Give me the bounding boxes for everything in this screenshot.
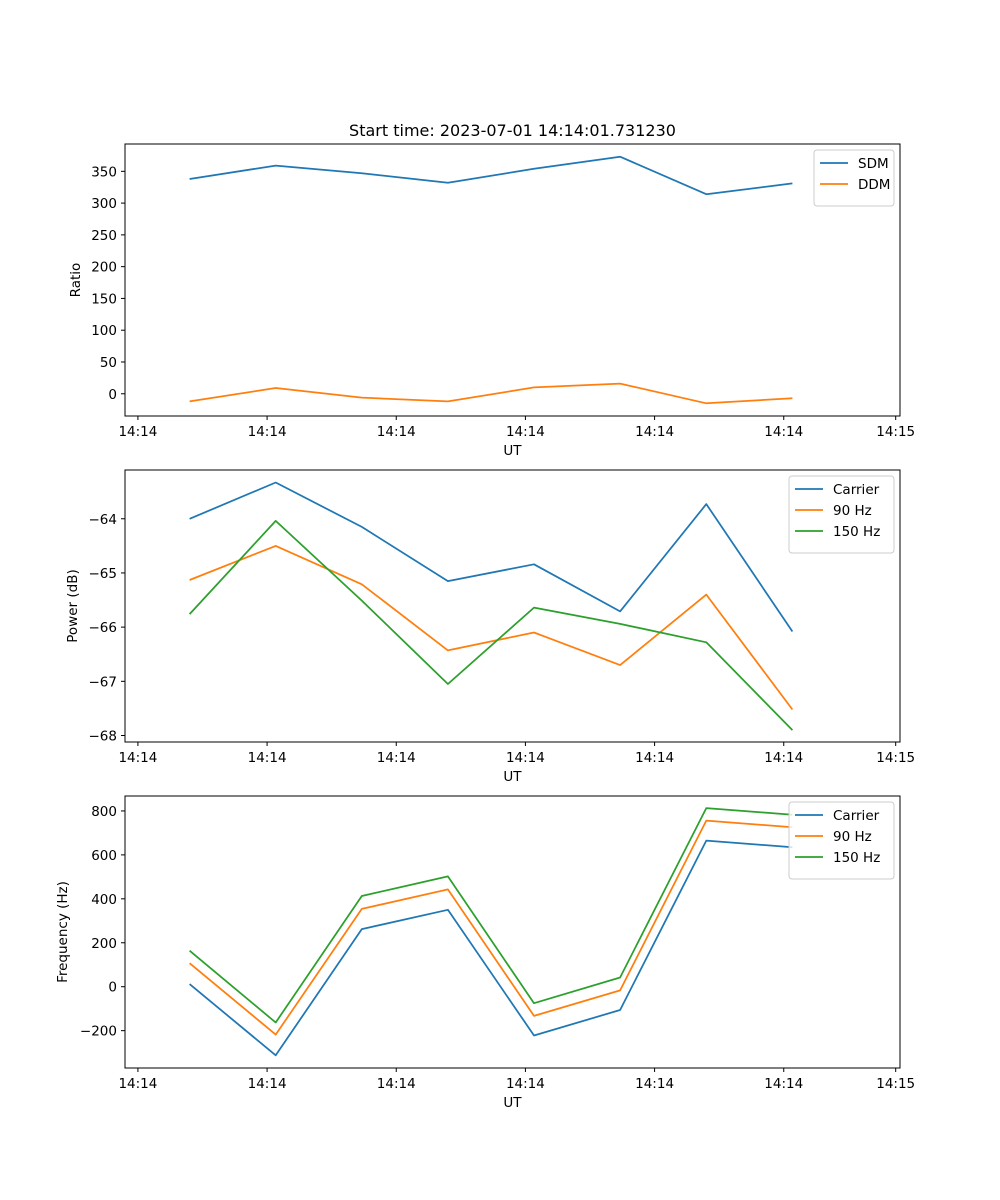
legend-label: Carrier xyxy=(833,482,880,498)
legend-label: 90 Hz xyxy=(833,829,872,845)
series-line-carrier xyxy=(189,839,793,1057)
plot-frame xyxy=(124,795,901,1069)
x-axis-label: UT xyxy=(503,443,522,459)
legend-label: 90 Hz xyxy=(833,503,872,519)
series-line-150-hz xyxy=(188,520,794,731)
y-tick-label: 200 xyxy=(91,260,117,276)
chart-panel-1: 14:14 14:14 14:14 14:14 14:14 14:14 14:15 0 50 10… xyxy=(68,121,915,459)
y-tick-label: 150 xyxy=(91,291,117,307)
x-tick-label: 14:15 xyxy=(876,424,915,440)
y-axis-label: Ratio xyxy=(68,263,84,298)
legend-label: SDM xyxy=(858,156,889,172)
x-tick-label: 14:14 xyxy=(118,424,157,440)
x-tick-label: 14:14 xyxy=(248,424,287,440)
chart-panel-2: 14:14 14:14 14:14 14:14 14:14 14:14 14:15 −68 −6… xyxy=(65,469,915,785)
x-tick-label: 14:14 xyxy=(118,1076,157,1092)
x-tick-label: 14:14 xyxy=(764,424,803,440)
y-tick-label: 300 xyxy=(91,196,117,212)
series-line-carrier xyxy=(189,481,794,632)
legend-label: 150 Hz xyxy=(833,850,880,866)
legend: Carrier 90 Hz 150 Hz xyxy=(788,475,895,554)
x-tick-label: 14:15 xyxy=(876,750,915,766)
x-tick-label: 14:14 xyxy=(506,750,545,766)
legend: SDM DDM xyxy=(813,149,895,207)
x-axis-label: UT xyxy=(503,1095,522,1111)
x-tick-label: 14:14 xyxy=(635,1076,674,1092)
y-tick-label: −68 xyxy=(89,728,118,744)
y-tick-label: −67 xyxy=(89,674,118,690)
x-tick-label: 14:14 xyxy=(118,750,157,766)
legend-label: 150 Hz xyxy=(833,524,880,540)
y-tick-label: −64 xyxy=(89,512,118,528)
y-tick-label: −65 xyxy=(89,566,118,582)
legend-box xyxy=(813,149,895,207)
y-tick-label: 0 xyxy=(108,387,117,403)
chart-title: Start time: 2023-07-01 14:14:01.731230 xyxy=(349,121,676,140)
y-tick-label: 600 xyxy=(91,848,117,864)
x-tick-label: 14:14 xyxy=(506,424,545,440)
x-tick-label: 14:14 xyxy=(377,1076,416,1092)
chart-panel-3: 14:14 14:14 14:14 14:14 14:14 14:14 14:15 −200 0… xyxy=(55,795,915,1111)
y-tick-label: 350 xyxy=(91,164,117,180)
series-line-90-hz xyxy=(189,545,794,711)
legend-box xyxy=(788,475,895,554)
y-axis-label: Power (dB) xyxy=(65,569,81,642)
y-axis-label: Frequency (Hz) xyxy=(55,881,71,983)
x-tick-label: 14:14 xyxy=(377,750,416,766)
x-tick-label: 14:14 xyxy=(635,424,674,440)
y-tick-label: 250 xyxy=(91,228,117,244)
series-line-sdm xyxy=(189,155,793,196)
x-tick-label: 14:14 xyxy=(377,424,416,440)
series-line-ddm xyxy=(189,382,793,405)
legend-box xyxy=(788,801,895,880)
legend-label: DDM xyxy=(858,177,890,193)
y-tick-label: 800 xyxy=(91,804,117,820)
x-tick-label: 14:14 xyxy=(635,750,674,766)
x-tick-label: 14:14 xyxy=(506,1076,545,1092)
y-tick-label: 400 xyxy=(91,892,117,908)
x-tick-label: 14:15 xyxy=(876,1076,915,1092)
x-tick-label: 14:14 xyxy=(764,750,803,766)
x-tick-label: 14:14 xyxy=(248,750,287,766)
plot-frame xyxy=(124,143,901,417)
y-tick-label: 100 xyxy=(91,323,117,339)
series-line-150-hz xyxy=(189,807,793,1024)
x-axis-label: UT xyxy=(503,769,522,785)
x-tick-label: 14:14 xyxy=(248,1076,287,1092)
y-tick-label: −66 xyxy=(89,620,118,636)
legend-label: Carrier xyxy=(833,808,880,824)
x-tick-label: 14:14 xyxy=(764,1076,803,1092)
plot-frame xyxy=(124,469,901,743)
y-tick-label: −200 xyxy=(80,1024,117,1040)
y-tick-label: 50 xyxy=(100,355,117,371)
y-tick-label: 200 xyxy=(91,936,117,952)
y-tick-label: 0 xyxy=(108,980,117,996)
legend: Carrier 90 Hz 150 Hz xyxy=(788,801,895,880)
series-line-90-hz xyxy=(189,819,793,1036)
